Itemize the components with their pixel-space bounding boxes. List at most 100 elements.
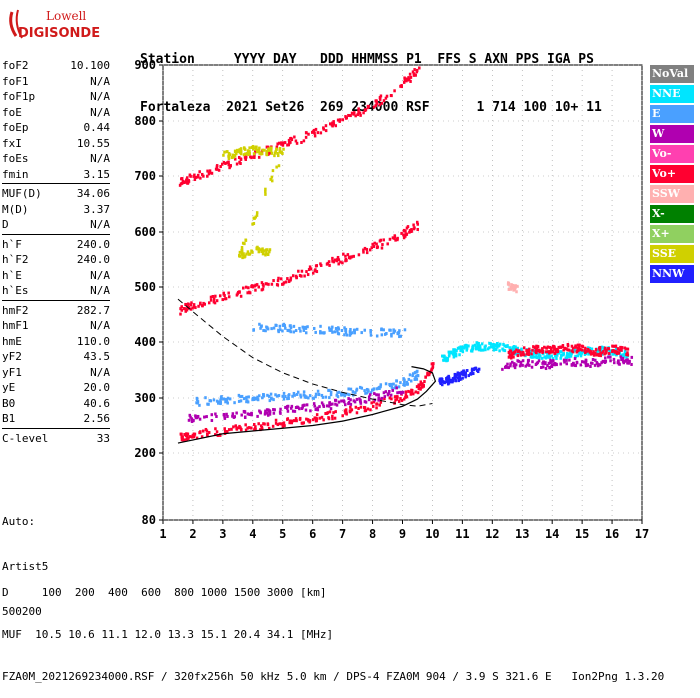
echo-point xyxy=(510,347,513,351)
echo-point xyxy=(302,326,306,330)
echo-point xyxy=(541,365,545,369)
echo-point xyxy=(479,346,482,350)
echo-point xyxy=(227,295,231,299)
echo-point xyxy=(289,137,292,141)
echo-point xyxy=(454,354,458,358)
echo-point xyxy=(414,390,417,394)
echo-point xyxy=(231,412,235,416)
echo-point xyxy=(566,343,570,347)
echo-point xyxy=(329,403,332,407)
echo-point xyxy=(290,404,294,408)
echo-point xyxy=(464,373,467,377)
echo-point xyxy=(266,411,269,415)
echo-point xyxy=(473,343,477,347)
echo-point xyxy=(214,167,218,171)
echo-point xyxy=(237,399,241,403)
param-value: 10.100 xyxy=(70,59,110,72)
echo-point xyxy=(426,373,429,377)
echo-point xyxy=(246,412,250,416)
echo-point xyxy=(185,432,188,436)
echo-point xyxy=(349,327,352,331)
echo-point xyxy=(559,345,562,349)
echo-point xyxy=(201,304,204,308)
echo-point xyxy=(275,283,279,287)
echo-point xyxy=(274,421,278,425)
echo-point xyxy=(180,177,183,181)
echo-point xyxy=(513,347,516,351)
echo-point xyxy=(322,127,325,131)
echo-point xyxy=(549,361,552,365)
echo-point xyxy=(545,350,548,354)
echo-point xyxy=(234,424,238,428)
echo-point xyxy=(560,350,563,354)
echo-point xyxy=(409,79,412,83)
echo-point xyxy=(365,391,369,395)
echo-point xyxy=(349,255,353,259)
echo-point xyxy=(244,415,247,419)
echo-point xyxy=(205,429,209,433)
echo-point xyxy=(300,141,303,145)
param-value: 240.0 xyxy=(76,253,110,266)
echo-point xyxy=(275,147,278,151)
echo-point xyxy=(252,222,256,226)
echo-point xyxy=(578,345,581,349)
echo-point xyxy=(399,397,402,401)
echo-point xyxy=(276,279,280,283)
echo-point xyxy=(264,187,267,191)
echo-point xyxy=(574,364,578,368)
echo-point xyxy=(459,372,462,376)
echo-point xyxy=(252,147,255,151)
param-row: fmin 3.15 xyxy=(2,167,110,183)
echo-point xyxy=(195,397,199,401)
echo-point xyxy=(548,345,552,349)
echo-point xyxy=(334,402,337,406)
echo-point xyxy=(281,143,285,147)
echo-point xyxy=(565,362,568,366)
echo-point xyxy=(363,246,367,250)
echo-point xyxy=(402,229,406,233)
echo-point xyxy=(264,409,267,413)
echo-point xyxy=(449,350,452,354)
echo-point xyxy=(613,350,617,354)
echo-point xyxy=(551,357,555,361)
param-label: foF1 xyxy=(2,74,29,88)
echo-point xyxy=(597,349,600,353)
echo-point xyxy=(599,348,603,352)
echo-point xyxy=(227,291,230,295)
echo-point xyxy=(318,416,322,420)
echo-point xyxy=(225,412,228,416)
echo-point xyxy=(254,283,257,287)
echo-point xyxy=(373,241,376,245)
echo-point xyxy=(416,227,419,231)
echo-point xyxy=(443,357,447,361)
echo-point xyxy=(411,392,415,396)
echo-point xyxy=(408,230,411,234)
echo-point xyxy=(299,395,303,399)
echo-point xyxy=(201,429,205,433)
echo-point xyxy=(261,148,264,152)
echo-point xyxy=(590,347,594,351)
echo-point xyxy=(371,242,374,246)
param-separator xyxy=(2,183,110,184)
echo-point xyxy=(311,396,315,400)
echo-point xyxy=(622,361,626,365)
y-tick-label: 700 xyxy=(134,169,156,183)
echo-point xyxy=(322,404,326,408)
echo-point xyxy=(185,177,189,181)
echo-point xyxy=(534,348,538,352)
echo-point xyxy=(281,394,284,398)
echo-point xyxy=(245,399,249,403)
echo-point xyxy=(611,352,615,356)
echo-point xyxy=(252,423,256,427)
echo-point xyxy=(222,397,226,401)
echo-point xyxy=(615,350,619,354)
echo-point xyxy=(452,348,455,352)
echo-point xyxy=(222,292,226,296)
param-label: MUF(D) xyxy=(2,187,42,200)
echo-point xyxy=(224,400,227,404)
y-tick-label: 300 xyxy=(134,391,156,405)
echo-point xyxy=(279,277,283,281)
echo-point xyxy=(375,402,379,406)
echo-point xyxy=(531,354,535,358)
echo-point xyxy=(548,351,551,355)
